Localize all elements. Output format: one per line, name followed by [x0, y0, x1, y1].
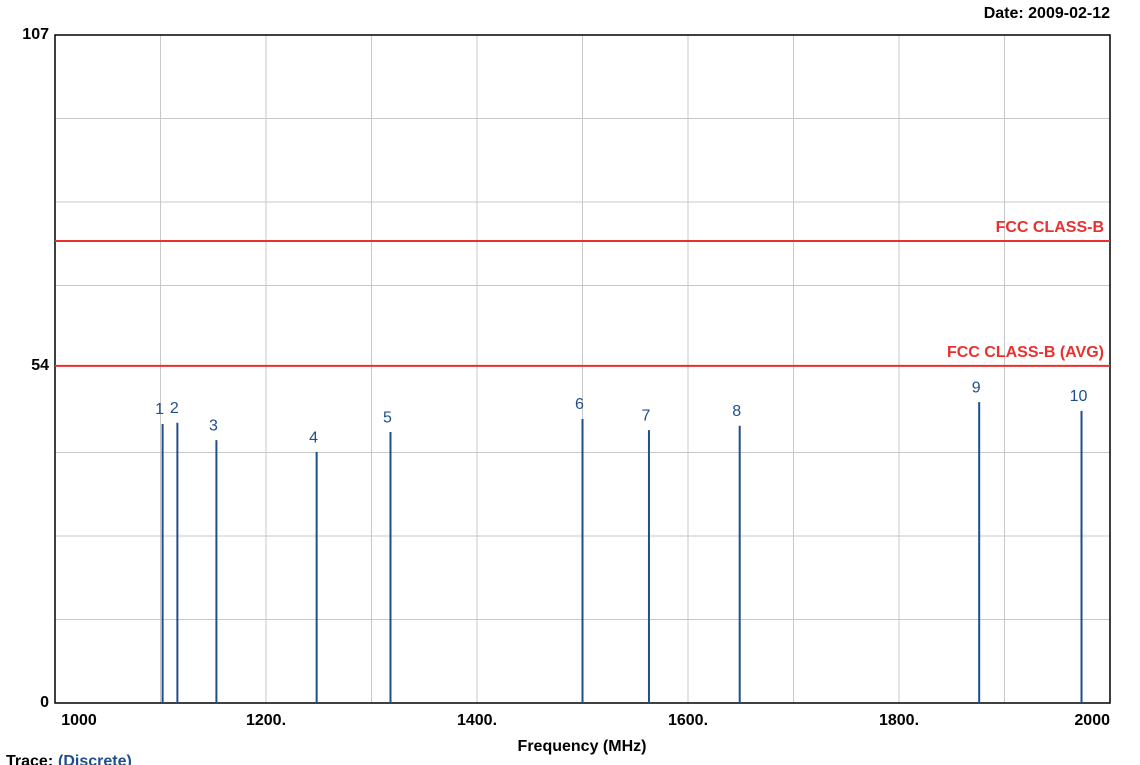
- date: Date: 2009-02-12: [984, 5, 1110, 22]
- marker-label: 1: [155, 401, 164, 418]
- x-tick-label: 1200.: [246, 712, 286, 729]
- marker-label: 6: [575, 396, 584, 413]
- marker-label: 10: [1070, 388, 1088, 405]
- marker-label: 2: [170, 400, 179, 417]
- y-tick-label: 0: [40, 694, 49, 711]
- marker-label: 3: [209, 417, 218, 434]
- x-axis-label: Frequency (MHz): [518, 738, 647, 755]
- x-tick-label: 1800.: [879, 712, 919, 729]
- marker-label: 4: [309, 429, 318, 446]
- x-tick-label: 1000: [61, 712, 97, 729]
- marker-label: 7: [642, 407, 651, 424]
- limit-label: FCC CLASS-B: [996, 219, 1104, 236]
- limit-label: FCC CLASS-B (AVG): [947, 344, 1104, 361]
- x-tick-label: 2000: [1074, 712, 1110, 729]
- marker-label: 9: [972, 379, 981, 396]
- marker-label: 8: [732, 403, 741, 420]
- trace-label: Trace:: [6, 753, 53, 765]
- y-tick-label: 107: [22, 26, 49, 43]
- trace-value: (Discrete): [58, 753, 132, 765]
- x-tick-label: 1400.: [457, 712, 497, 729]
- x-tick-label: 1600.: [668, 712, 708, 729]
- y-tick-label: 54: [31, 357, 49, 374]
- marker-label: 5: [383, 409, 392, 426]
